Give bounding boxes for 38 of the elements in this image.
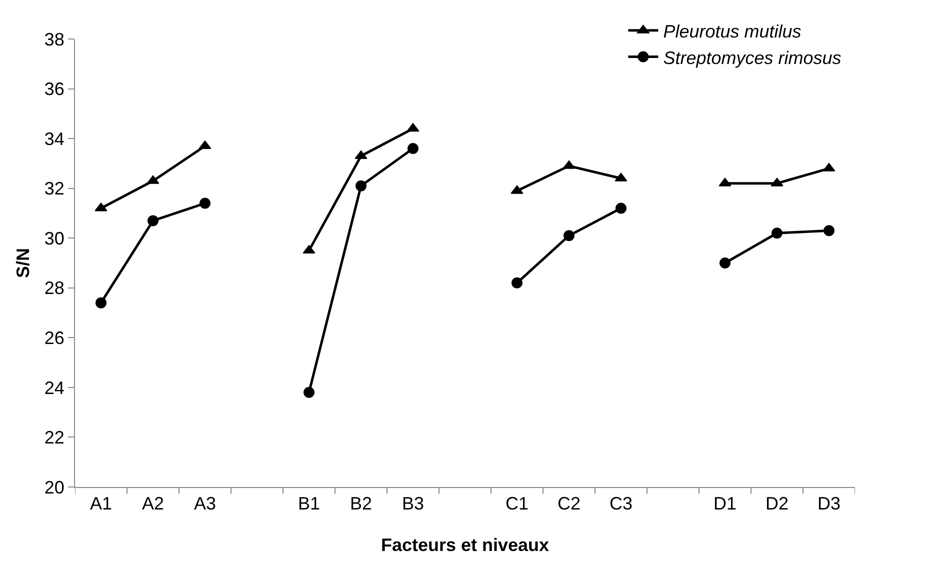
x-tick-label: B2 <box>350 494 372 514</box>
y-tick-label: 38 <box>44 29 64 50</box>
x-tick-label: B1 <box>298 494 320 514</box>
point <box>408 143 418 154</box>
point <box>512 277 522 288</box>
y-axis-title: S/N <box>13 248 33 278</box>
y-tick-label: 28 <box>44 278 64 298</box>
y-tick-label: 26 <box>44 328 64 348</box>
legend-label: Streptomyces rimosus <box>663 48 842 68</box>
x-tick-label: C2 <box>557 494 581 514</box>
point <box>772 228 782 239</box>
x-tick-label: C1 <box>505 494 529 514</box>
x-tick-label: D3 <box>817 494 841 514</box>
y-tick-label: 24 <box>44 378 64 398</box>
point <box>200 198 210 209</box>
y-tick-label: 20 <box>44 477 64 498</box>
point <box>720 258 730 268</box>
x-tick-label: A3 <box>194 494 216 514</box>
point <box>356 180 366 192</box>
y-tick-label: 22 <box>44 428 64 448</box>
x-tick-label: B3 <box>402 494 424 514</box>
point <box>616 202 626 214</box>
x-tick-label: A1 <box>90 494 112 514</box>
y-tick-label: 32 <box>44 178 64 199</box>
point <box>304 386 314 398</box>
point <box>564 230 574 242</box>
x-axis-title: Facteurs et niveaux <box>380 535 550 555</box>
y-tick-label: 36 <box>44 79 64 100</box>
point <box>824 225 834 236</box>
point <box>148 215 158 226</box>
x-tick-label: A2 <box>142 494 164 514</box>
legend-label: Pleurotus mutilus <box>663 21 802 42</box>
x-tick-label: C3 <box>609 494 633 514</box>
point <box>96 297 106 308</box>
y-tick-label: 30 <box>44 228 64 248</box>
x-tick-label: D2 <box>765 494 789 514</box>
x-tick-label: D1 <box>713 494 737 514</box>
y-tick-label: 34 <box>44 128 64 149</box>
